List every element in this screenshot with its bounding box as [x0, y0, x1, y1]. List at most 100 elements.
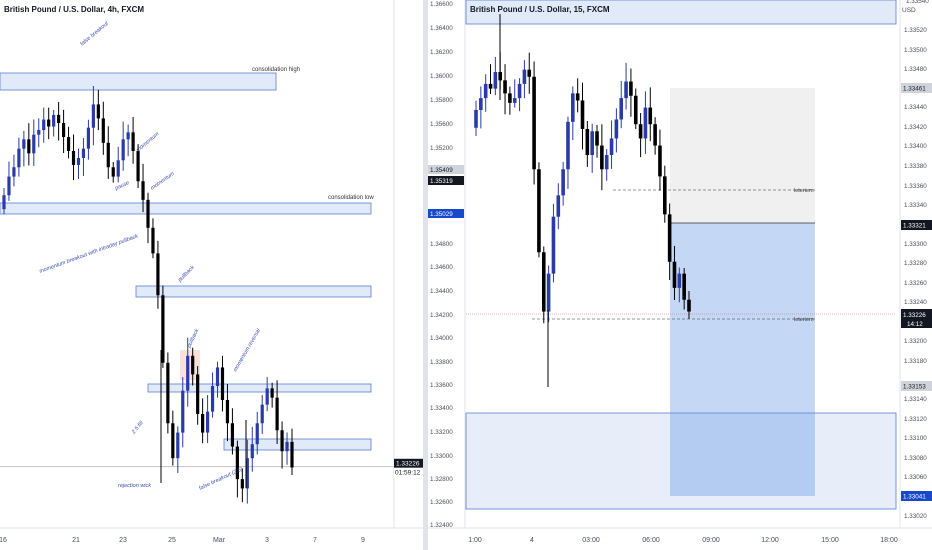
left-badge-text-2: 1.35029	[430, 211, 453, 218]
candle-body	[17, 148, 21, 168]
right-y-tick-right: 1.33260	[904, 280, 927, 287]
candle-body	[250, 444, 254, 459]
candle-body	[653, 124, 657, 146]
candle-body	[37, 130, 41, 135]
zone-fill	[147, 383, 372, 393]
candle-body	[201, 413, 205, 433]
right-y-tick-right: 1.33120	[904, 416, 927, 423]
candle-body	[141, 181, 145, 200]
right-y-tick-right: 1.33420	[904, 124, 927, 131]
right-y-tick-left: 1.33800	[430, 359, 453, 366]
position-target-area	[670, 88, 815, 223]
zone-consolidation-low	[0, 202, 372, 215]
left-badge-0	[428, 165, 464, 174]
candle-body	[546, 273, 551, 312]
candle-body	[595, 131, 599, 146]
candle-body	[66, 137, 71, 151]
right-y-tick-right: 1.33500	[904, 47, 927, 54]
pane-divider[interactable]	[423, 0, 428, 550]
candle-body	[667, 214, 672, 262]
zone-consolidation-high	[0, 72, 277, 91]
left-chart-canvas[interactable]: consolidation high consolidation low false…	[0, 0, 423, 550]
currency-label: USD	[902, 7, 916, 14]
candle-body	[483, 83, 488, 99]
zone-label-consolidation-low: consolidation low	[328, 195, 374, 201]
candle-body	[508, 93, 512, 103]
annotation-4: momentum breakout with intraday pullback	[39, 233, 140, 274]
right-badge-3	[901, 491, 932, 501]
candle-body	[265, 388, 269, 405]
right-y-tick-left: 1.35800	[430, 97, 453, 104]
right-badge-text-3: 1.33041	[903, 494, 926, 501]
right-chart-pane[interactable]: leteriem leteriem 1.36600 1.36400 1.36200 1.3…	[428, 0, 932, 550]
right-y-tick-left: 1.36600	[430, 1, 453, 8]
candle-body	[61, 123, 66, 138]
candle-body	[121, 139, 125, 161]
right-x-tick: 18:00	[880, 537, 898, 544]
candle-body	[131, 132, 135, 151]
right-y-tick-right: 1.33520	[904, 27, 927, 34]
candle-body	[126, 132, 130, 140]
candle-body	[604, 155, 609, 170]
right-y-tick-left: 1.34000	[430, 335, 453, 342]
annotation-1: momentum	[135, 131, 160, 154]
right-y-tick-right: 1.33380	[904, 163, 927, 170]
right-y-tick-left: 1.36000	[430, 73, 453, 80]
candle-body	[96, 104, 100, 119]
candle-body	[12, 167, 16, 177]
right-last-price-badge	[901, 309, 932, 328]
left-chart-pane[interactable]: consolidation high consolidation low false…	[0, 0, 423, 550]
right-y-tick-right: 1.33340	[904, 202, 927, 209]
candle-body	[285, 441, 289, 452]
candle-body	[245, 458, 249, 489]
candle-body	[643, 107, 648, 139]
right-x-tick: 09:00	[702, 537, 720, 544]
candle-body	[255, 423, 259, 445]
right-y-tick-right: 1.33480	[904, 66, 927, 73]
candle-body	[609, 138, 614, 156]
candle-body	[566, 121, 570, 170]
right-y-tick-left: 1.36400	[430, 25, 453, 32]
candle-body	[230, 423, 235, 447]
right-y-tick-right: 1.33440	[904, 104, 927, 111]
zone-label-consolidation-high: consolidation high	[252, 67, 300, 73]
right-x-tick: 03:00	[582, 537, 600, 544]
candle-body	[260, 404, 264, 424]
right-y-tick-left: 1.33600	[430, 382, 453, 389]
right-y-tick-left: 1.34600	[430, 264, 453, 271]
candle-body	[7, 176, 11, 196]
candle-body	[42, 119, 46, 131]
candle-body	[493, 72, 498, 89]
candle-body	[503, 80, 507, 94]
right-y-tick-left: 1.32600	[430, 499, 453, 506]
left-last-price-badge	[394, 458, 423, 468]
right-badge-text-2: 1.33153	[903, 384, 926, 391]
right-badge-text-0: 1.33461	[903, 86, 926, 93]
right-chart-canvas[interactable]: leteriem leteriem 1.36600 1.36400 1.36200 1.3…	[428, 0, 932, 550]
left-badge-text-1: 1.35319	[430, 178, 453, 185]
candle-body	[624, 81, 628, 99]
candle-body	[47, 119, 51, 127]
candle-body	[662, 176, 667, 215]
candle-body	[32, 134, 36, 154]
candle-body	[522, 69, 527, 84]
candle-body	[220, 367, 225, 400]
candle-body	[215, 367, 220, 387]
right-zone-bottom	[465, 412, 897, 510]
right-y-tick-right: 1.33200	[904, 338, 927, 345]
candle-body	[52, 114, 56, 127]
candle-body	[146, 199, 150, 228]
left-x-tick: 9	[361, 537, 365, 544]
candle-body	[116, 160, 120, 177]
left-x-tick: 21	[72, 537, 80, 544]
right-x-tick: 1:00	[468, 537, 482, 544]
annotation-7: momentum reversal	[233, 327, 263, 373]
candle-body	[585, 128, 590, 156]
right-y-tick-right: 1.33100	[904, 435, 927, 442]
right-y-tick-right: 1.33280	[904, 260, 927, 267]
candle-body	[181, 390, 185, 433]
candle-body	[166, 362, 170, 424]
candle-body	[156, 253, 160, 296]
candle-body	[186, 355, 190, 391]
candle-body	[527, 69, 532, 77]
